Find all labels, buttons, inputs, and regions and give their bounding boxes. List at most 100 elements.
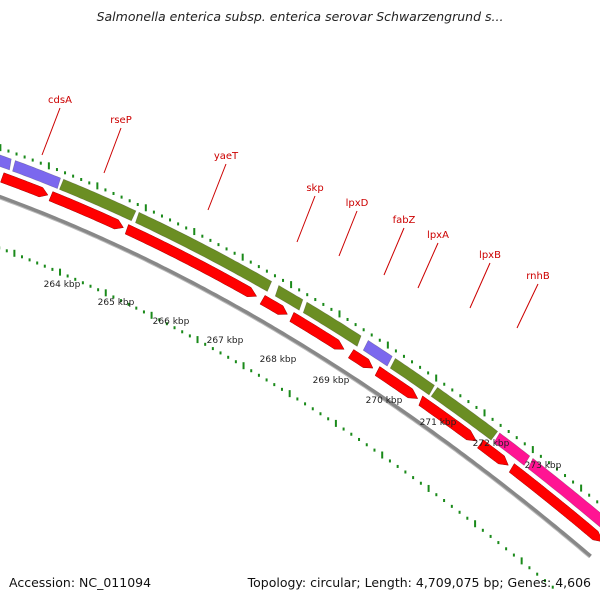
scale-tick (280, 387, 283, 391)
scale-tick (365, 443, 368, 447)
feature-segment-3[interactable] (135, 211, 273, 292)
scale-tick (127, 302, 130, 306)
tick-mark (233, 251, 236, 255)
gene-label-rseP[interactable]: rseP (110, 115, 132, 126)
scale-tick (334, 419, 337, 427)
gene-label-lpxD[interactable]: lpxD (346, 198, 369, 209)
gene-leader-line (103, 127, 122, 174)
gene-leader-line (469, 262, 491, 309)
gene-label-yaeT[interactable]: yaeT (214, 151, 239, 162)
tick-mark (273, 274, 276, 278)
tick-mark (402, 354, 405, 358)
scale-label: 269 kbp (313, 376, 350, 386)
feature-segment-0[interactable] (0, 153, 12, 171)
tick-mark (435, 374, 438, 382)
scale-tick (211, 347, 214, 351)
tick-mark (362, 328, 365, 332)
scale-tick (165, 322, 168, 326)
scale-tick (388, 459, 391, 463)
tick-mark (282, 278, 285, 282)
scale-tick (412, 476, 415, 480)
scale-tick (435, 493, 438, 497)
scale-tick (158, 318, 161, 322)
tick-mark (555, 467, 558, 471)
gene-label-rnhB[interactable]: rnhB (526, 271, 550, 282)
tick-mark (104, 188, 107, 192)
scale-tick (51, 267, 54, 271)
gene-label-cdsA[interactable]: cdsA (48, 95, 72, 106)
scale-tick (551, 585, 554, 589)
tick-mark (467, 400, 470, 404)
tick-mark (547, 461, 550, 465)
feature-segment-1[interactable] (12, 160, 61, 190)
scale-tick (311, 407, 314, 411)
gene-label-fabZ[interactable]: fabZ (393, 215, 416, 226)
scale-tick (505, 547, 508, 551)
scale-tick (528, 566, 531, 570)
tick-mark (588, 493, 591, 497)
feature-segment-2[interactable] (59, 178, 137, 222)
tick-mark (144, 204, 147, 212)
tick-mark (120, 195, 123, 199)
tick-mark (596, 500, 599, 504)
gene-label-lpxB[interactable]: lpxB (479, 250, 501, 261)
scale-tick (196, 336, 199, 344)
feature-segment-8[interactable] (430, 386, 499, 441)
tick-mark (55, 168, 58, 172)
scale-tick (242, 362, 245, 370)
scale-tick (474, 520, 477, 528)
scale-tick (427, 484, 430, 492)
scale-tick (350, 432, 353, 436)
tick-mark (394, 349, 397, 353)
cds-arrow-3[interactable] (124, 224, 258, 297)
tick-mark (298, 288, 301, 292)
cds-arrow-9[interactable] (477, 439, 509, 466)
feature-segment-4[interactable] (274, 284, 304, 311)
scale-tick (327, 417, 330, 421)
tick-mark (475, 405, 478, 409)
gene-label-lpxA[interactable]: lpxA (427, 230, 449, 241)
tick-mark (572, 480, 575, 484)
cds-arrow-10[interactable] (508, 463, 600, 542)
scale-tick (520, 557, 523, 565)
scale-tick (120, 299, 123, 303)
scale-tick (112, 295, 115, 299)
scale-tick (89, 284, 92, 288)
tick-mark (290, 281, 293, 289)
gene-leader-line (338, 210, 358, 257)
scale-tick (59, 268, 62, 276)
backbone-shadow (0, 198, 590, 559)
feature-segment-10[interactable] (527, 457, 600, 534)
scale-tick (296, 397, 299, 401)
feature-segment-5[interactable] (302, 301, 362, 347)
cds-arrow-4[interactable] (259, 295, 288, 315)
accession-label: Accession: NC_011094 (9, 575, 152, 590)
tick-mark (193, 228, 196, 236)
tick-mark (136, 203, 139, 207)
scale-tick (319, 412, 322, 416)
scale-tick (43, 264, 46, 268)
scale-tick (227, 355, 230, 359)
feature-segment-7[interactable] (389, 357, 435, 396)
cds-arrow-7[interactable] (374, 366, 419, 399)
scale-tick (13, 249, 16, 257)
scale-tick (181, 330, 184, 334)
cds-arrow-6[interactable] (347, 349, 374, 369)
scale-tick (257, 373, 260, 377)
gene-label-skp[interactable]: skp (306, 183, 323, 194)
cds-arrow-5[interactable] (289, 312, 345, 350)
tick-mark (201, 234, 204, 238)
tick-mark (411, 360, 414, 364)
scale-tick (265, 378, 268, 382)
cds-arrow-2[interactable] (48, 191, 124, 230)
cds-arrow-8[interactable] (418, 395, 477, 442)
tick-mark (330, 307, 333, 311)
feature-segment-9[interactable] (493, 432, 531, 466)
scale-label: 266 kbp (153, 317, 190, 327)
tick-mark (523, 442, 526, 446)
cds-arrow-1[interactable] (0, 172, 49, 198)
tick-mark (491, 417, 494, 421)
scale-tick (273, 383, 276, 387)
feature-segment-6[interactable] (362, 339, 393, 367)
